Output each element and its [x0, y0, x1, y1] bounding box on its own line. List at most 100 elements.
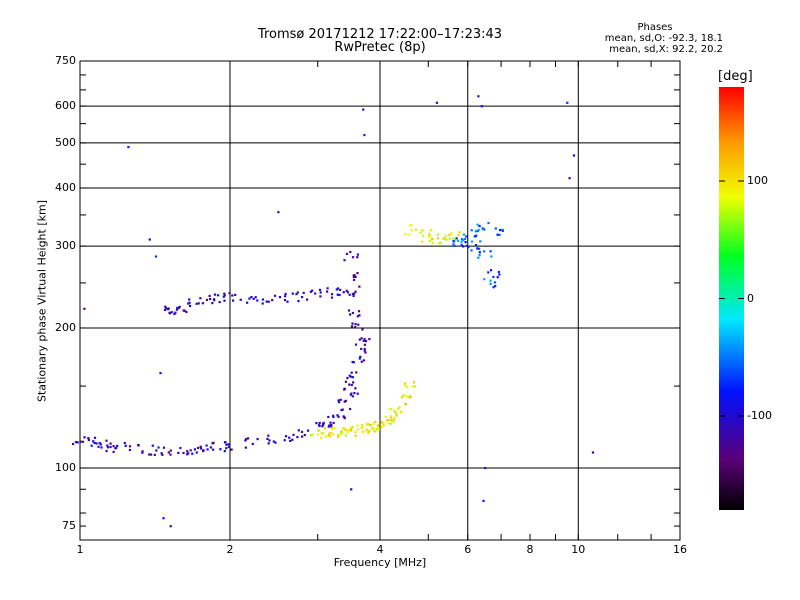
data-point — [208, 294, 211, 297]
data-point — [137, 444, 140, 447]
data-point — [302, 291, 305, 294]
data-point — [368, 430, 371, 433]
data-point — [470, 249, 473, 252]
data-point — [248, 297, 251, 300]
data-point — [363, 134, 366, 137]
data-point — [319, 295, 322, 298]
data-point — [358, 357, 361, 360]
data-point — [358, 285, 361, 288]
data-point — [483, 278, 486, 281]
y-tick-label: 400 — [55, 180, 76, 194]
data-point — [350, 383, 353, 387]
data-point — [474, 235, 477, 238]
data-point — [408, 233, 411, 236]
data-point — [343, 427, 346, 430]
data-point — [187, 452, 190, 455]
data-point — [366, 422, 369, 425]
data-point — [160, 452, 163, 455]
data-point — [164, 305, 167, 308]
data-point — [268, 439, 271, 442]
data-point — [267, 442, 270, 445]
data-point — [286, 300, 289, 303]
data-point — [151, 444, 154, 447]
data-point — [375, 428, 379, 431]
data-point — [95, 442, 98, 445]
data-point — [170, 311, 173, 314]
data-point — [188, 301, 191, 304]
data-point — [364, 351, 367, 354]
data-point — [352, 275, 355, 278]
data-point — [489, 279, 492, 282]
data-point — [351, 322, 354, 325]
data-point — [232, 299, 235, 302]
data-point — [390, 408, 393, 411]
data-point — [337, 401, 341, 404]
data-point — [272, 440, 275, 443]
data-point — [476, 247, 479, 250]
data-point — [309, 434, 313, 437]
data-point — [199, 297, 202, 300]
data-point — [389, 414, 393, 417]
data-point — [296, 436, 299, 439]
data-point — [462, 238, 465, 241]
data-point — [453, 244, 456, 247]
data-point — [412, 381, 415, 384]
data-point — [202, 449, 205, 452]
colorbar-label: [deg] — [718, 69, 753, 84]
data-point — [406, 395, 409, 398]
data-point — [212, 441, 215, 444]
data-point — [452, 240, 455, 243]
data-point — [309, 290, 312, 293]
data-point — [205, 444, 208, 447]
data-point — [161, 453, 164, 456]
data-point — [457, 239, 460, 242]
data-point — [483, 228, 486, 231]
data-point — [591, 451, 595, 454]
data-point — [444, 234, 447, 237]
data-point — [450, 232, 453, 235]
data-point — [346, 377, 349, 380]
data-point — [464, 241, 467, 244]
data-point — [360, 347, 363, 350]
data-point — [284, 292, 287, 295]
data-point — [284, 435, 288, 438]
data-point — [326, 287, 329, 290]
data-point — [372, 422, 375, 425]
data-point — [354, 343, 358, 346]
data-point — [443, 237, 446, 240]
data-point — [322, 423, 325, 426]
data-point — [372, 426, 375, 429]
data-point — [250, 296, 253, 299]
phases-x-stats: mean, sd,X: 92.2, 20.2 — [609, 44, 723, 55]
data-point — [206, 448, 209, 451]
data-point — [343, 400, 346, 403]
data-point — [177, 451, 180, 454]
x-tick-label: 16 — [673, 543, 687, 556]
data-point — [373, 429, 376, 432]
y-tick-label: 75 — [62, 519, 76, 533]
data-point — [404, 384, 407, 387]
data-point — [227, 445, 231, 448]
data-point — [479, 240, 482, 243]
data-point — [256, 299, 259, 302]
data-point — [385, 419, 388, 422]
data-point — [498, 273, 501, 276]
data-point — [490, 255, 493, 258]
data-point — [392, 420, 395, 423]
data-point — [297, 299, 300, 303]
data-point — [467, 246, 470, 249]
data-point — [330, 424, 333, 427]
data-point — [351, 360, 354, 364]
data-point — [274, 441, 277, 444]
data-point — [327, 434, 330, 437]
data-point — [395, 412, 398, 415]
data-point — [463, 233, 466, 236]
data-point — [398, 406, 401, 409]
data-point — [492, 275, 495, 279]
data-point — [164, 307, 168, 310]
data-point — [387, 418, 390, 422]
data-point — [349, 313, 352, 316]
data-point — [187, 302, 190, 305]
data-point — [353, 278, 356, 281]
